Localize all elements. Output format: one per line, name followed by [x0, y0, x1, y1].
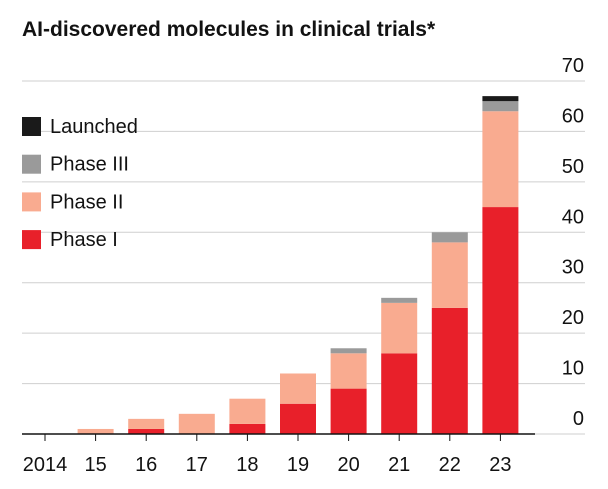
x-tick-label: 17: [186, 454, 208, 476]
bar-segment: [330, 348, 367, 354]
y-tick-label: 70: [562, 55, 584, 77]
x-tick-label: 16: [135, 454, 157, 476]
bar-segment: [229, 398, 266, 424]
y-tick-label: 10: [562, 358, 584, 380]
x-tick-label: 15: [84, 454, 106, 476]
bar-segment: [431, 242, 468, 308]
bar-segment: [381, 353, 418, 434]
bar-segment: [128, 418, 165, 429]
bar-segment: [330, 388, 367, 434]
bar-segment: [482, 101, 519, 112]
y-tick-label: 20: [562, 307, 584, 329]
bar-segment: [381, 302, 418, 354]
x-tick-label: 19: [287, 454, 309, 476]
x-tick-label: 2014: [23, 454, 68, 476]
bar-segment: [431, 307, 468, 434]
legend-label: Phase I: [50, 229, 118, 251]
y-tick-label: 0: [573, 408, 584, 430]
y-tick-label: 40: [562, 206, 584, 228]
bar-segment: [280, 403, 316, 434]
legend-swatch: [22, 154, 41, 174]
bar-segment: [482, 96, 519, 102]
bar-segment: [482, 207, 519, 434]
bar-segment: [280, 373, 316, 404]
legend-swatch: [22, 117, 41, 136]
chart-title: AI-discovered molecules in clinical tria…: [22, 18, 436, 41]
bar-segment: [330, 353, 367, 389]
legend-swatch: [22, 192, 41, 212]
bar-segment: [77, 428, 114, 434]
legend-label: Launched: [50, 116, 138, 138]
bar-segment: [431, 232, 468, 243]
legend-label: Phase III: [50, 154, 129, 176]
bar-segment: [381, 297, 418, 303]
x-tick-label: 20: [337, 454, 359, 476]
bar-segment: [178, 413, 215, 434]
x-tick-label: 18: [236, 454, 258, 476]
legend-label: Phase II: [50, 191, 123, 213]
y-tick-label: 30: [562, 257, 584, 279]
bar-segment: [482, 111, 519, 208]
y-tick-label: 50: [562, 156, 584, 178]
legend-swatch: [22, 230, 41, 250]
x-tick-label: 21: [388, 454, 410, 476]
x-tick-label: 22: [439, 454, 461, 476]
bar-segment: [128, 428, 165, 434]
y-tick-label: 60: [562, 105, 584, 127]
x-tick-label: 23: [489, 454, 511, 476]
bar-segment: [229, 423, 266, 434]
